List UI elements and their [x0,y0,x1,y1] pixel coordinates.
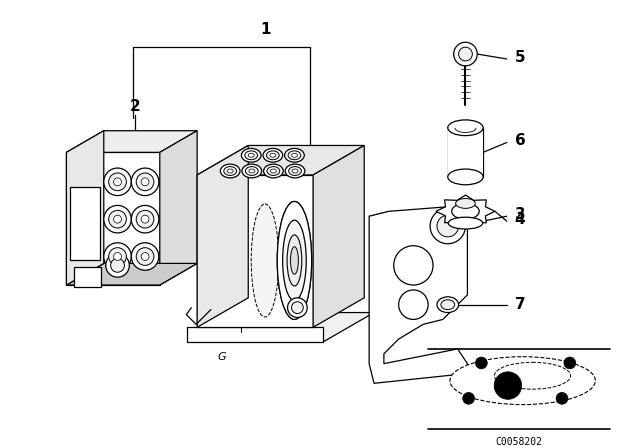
Ellipse shape [287,235,302,286]
Polygon shape [160,131,197,285]
Text: G: G [218,352,226,362]
Polygon shape [313,146,364,327]
Ellipse shape [437,297,459,313]
Ellipse shape [270,153,276,157]
Ellipse shape [220,164,240,178]
Ellipse shape [224,167,237,176]
Circle shape [131,243,159,270]
Ellipse shape [291,247,298,274]
Circle shape [109,248,126,265]
Circle shape [104,168,131,196]
Ellipse shape [448,169,483,185]
Ellipse shape [292,169,298,173]
Polygon shape [67,152,160,285]
Text: 6: 6 [515,133,525,148]
Ellipse shape [291,153,298,157]
Text: 5: 5 [515,50,525,65]
Polygon shape [67,131,197,152]
Polygon shape [67,263,197,285]
Polygon shape [74,267,101,287]
Polygon shape [188,327,323,342]
Circle shape [141,215,149,223]
Ellipse shape [266,151,279,159]
Bar [70,187,100,260]
Circle shape [136,248,154,265]
Circle shape [459,47,472,61]
Text: 4: 4 [515,211,525,227]
Ellipse shape [452,203,479,219]
Circle shape [131,206,159,233]
Ellipse shape [277,202,312,319]
Circle shape [114,178,122,186]
Circle shape [399,290,428,319]
Polygon shape [436,195,495,228]
Ellipse shape [448,217,483,229]
Ellipse shape [441,300,454,310]
Circle shape [114,253,122,260]
Circle shape [136,173,154,191]
Circle shape [287,298,307,318]
Circle shape [111,258,124,272]
Ellipse shape [285,148,304,162]
Circle shape [106,254,129,277]
Circle shape [394,246,433,285]
Circle shape [564,357,576,369]
Polygon shape [188,313,374,342]
Ellipse shape [494,362,571,389]
Ellipse shape [245,151,257,159]
Circle shape [430,208,465,244]
Polygon shape [369,207,467,383]
Circle shape [109,210,126,228]
Polygon shape [197,146,364,175]
Text: 2: 2 [130,99,141,114]
Circle shape [454,42,477,66]
Circle shape [104,206,131,233]
Ellipse shape [288,151,301,159]
Ellipse shape [252,204,279,317]
Circle shape [556,392,568,404]
Ellipse shape [456,198,476,208]
Polygon shape [448,128,483,177]
Circle shape [141,178,149,186]
Circle shape [291,302,303,314]
Polygon shape [67,131,104,285]
Ellipse shape [285,164,305,178]
Ellipse shape [267,167,280,176]
Ellipse shape [271,169,276,173]
Circle shape [476,357,487,369]
Circle shape [104,243,131,270]
Ellipse shape [450,357,595,405]
Ellipse shape [264,164,284,178]
Circle shape [114,215,122,223]
Ellipse shape [249,169,255,173]
Ellipse shape [277,202,312,319]
Ellipse shape [242,164,262,178]
Ellipse shape [241,148,261,162]
Ellipse shape [263,148,283,162]
Text: 1: 1 [260,22,271,37]
Text: C0058202: C0058202 [495,437,543,448]
Circle shape [136,210,154,228]
Circle shape [437,215,459,237]
Circle shape [463,392,474,404]
Polygon shape [197,146,248,327]
Text: 7: 7 [515,297,525,312]
Circle shape [141,253,149,260]
Ellipse shape [283,220,307,301]
Ellipse shape [227,169,233,173]
Ellipse shape [245,167,258,176]
Circle shape [109,173,126,191]
Circle shape [131,168,159,196]
Circle shape [494,372,522,399]
Ellipse shape [289,167,301,176]
Ellipse shape [448,120,483,136]
Ellipse shape [248,153,254,157]
Text: 3: 3 [515,207,525,222]
Polygon shape [197,175,313,327]
